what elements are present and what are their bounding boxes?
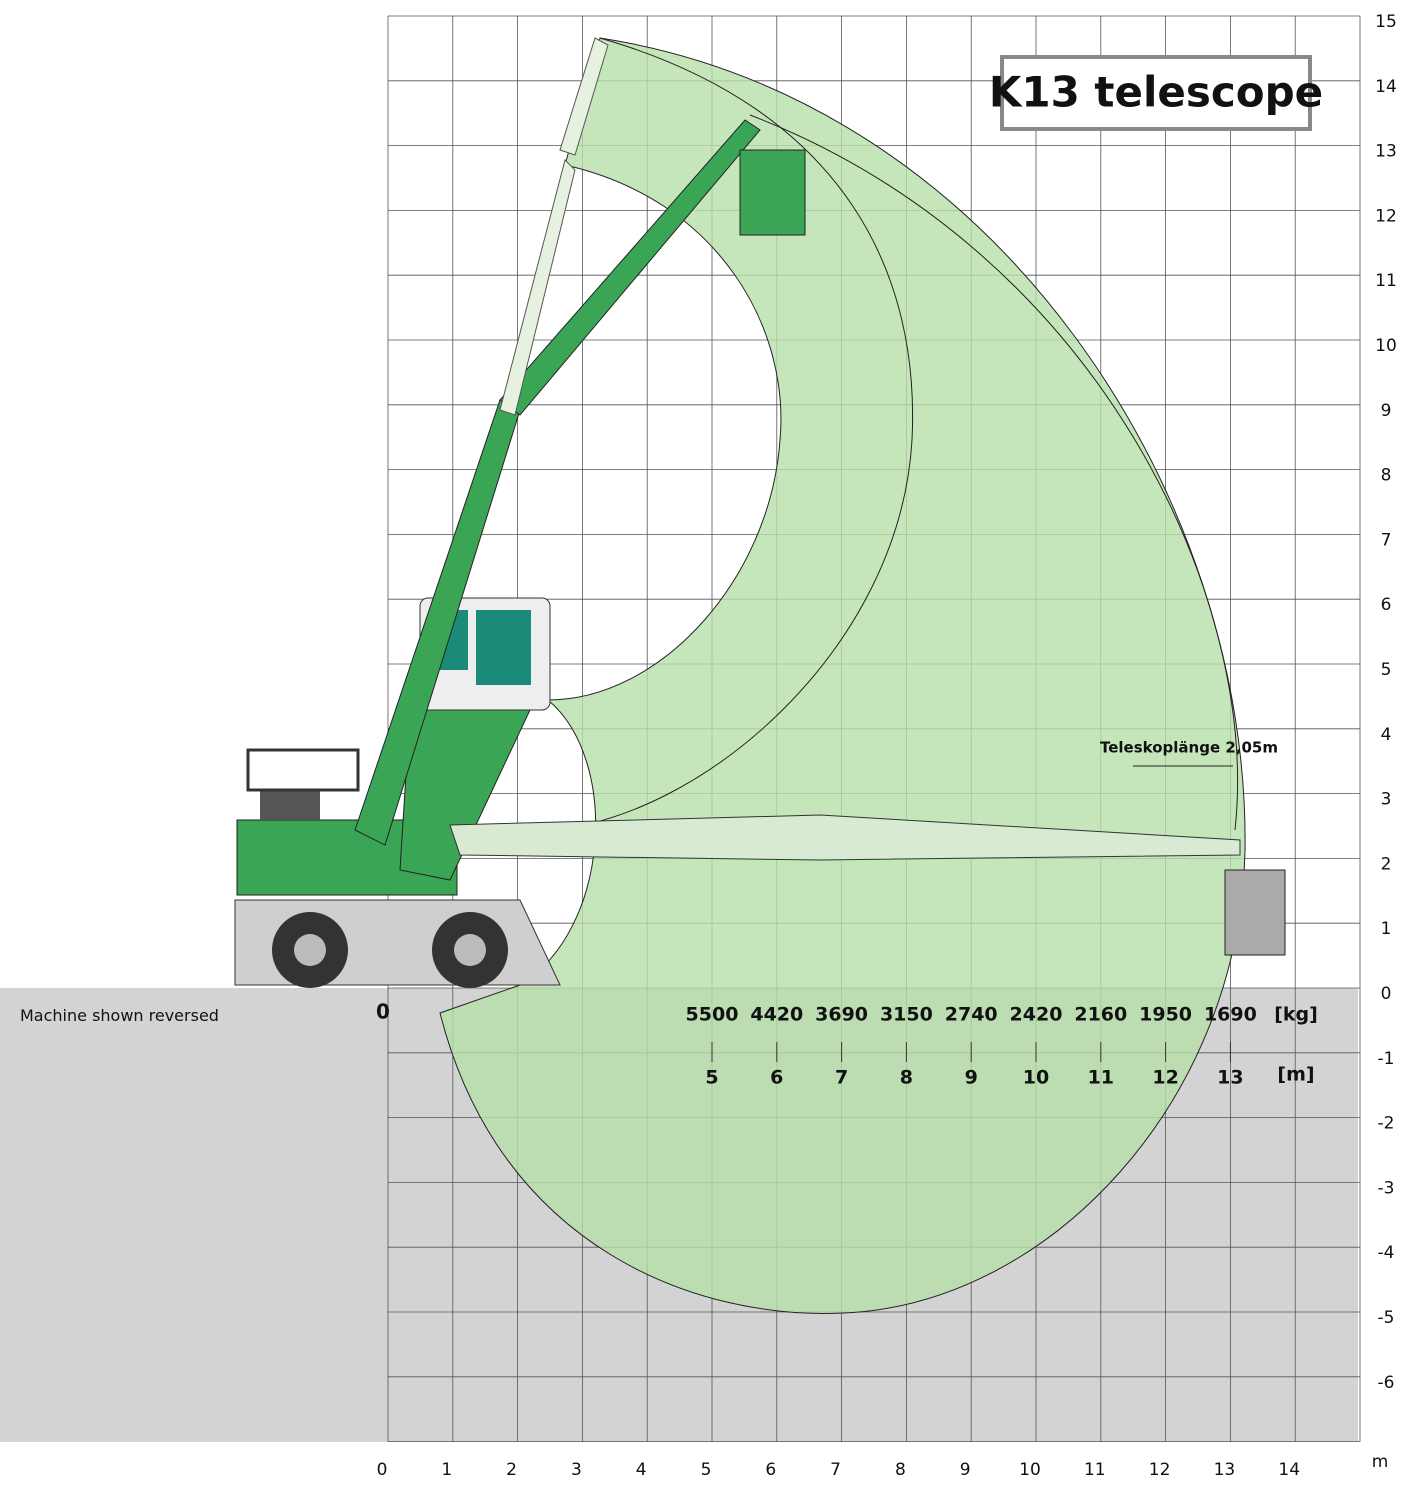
- radius-value: 12: [1152, 1067, 1178, 1089]
- page: K13 telescope Teleskoplänge 2,05m 0 Mach…: [0, 0, 1413, 1481]
- engine: [260, 790, 320, 820]
- load-value: 3150: [880, 1004, 933, 1026]
- radius-value: 13: [1217, 1067, 1243, 1089]
- y-tick-label: -3: [1378, 1178, 1395, 1198]
- y-tick-label: 0: [1381, 984, 1392, 1004]
- y-tick-label: 11: [1375, 271, 1397, 291]
- x-tick-label: 8: [895, 1460, 906, 1480]
- load-value: 1690: [1204, 1004, 1257, 1026]
- x-tick-label: 7: [830, 1460, 841, 1480]
- x-tick-label: 14: [1278, 1460, 1300, 1480]
- load-value: 3690: [815, 1004, 868, 1026]
- x-unit: m: [1372, 1452, 1389, 1472]
- y-tick-label: 12: [1375, 206, 1397, 226]
- hub: [294, 934, 326, 966]
- x-tick-label: 2: [506, 1460, 517, 1480]
- load-value: 2420: [1010, 1004, 1063, 1026]
- radius-value: 8: [900, 1067, 913, 1089]
- load-value: 2160: [1074, 1004, 1127, 1026]
- y-tick-label: -4: [1378, 1243, 1395, 1263]
- radius-value: 5: [705, 1067, 718, 1089]
- radius-unit: [m]: [1277, 1064, 1314, 1086]
- x-tick-label: 9: [960, 1460, 971, 1480]
- y-tick-label: 10: [1375, 336, 1397, 356]
- y-tick-label: 9: [1381, 401, 1392, 421]
- y-tick-label: 4: [1381, 725, 1392, 745]
- y-tick-label: 5: [1381, 660, 1392, 680]
- y-tick-label: 14: [1375, 77, 1397, 97]
- radius-value: 6: [770, 1067, 783, 1089]
- origin-label: 0: [376, 1000, 390, 1024]
- y-tick-label: 13: [1375, 142, 1397, 162]
- telescope-label: Teleskoplänge 2,05m: [1100, 739, 1278, 757]
- x-tick-label: 10: [1019, 1460, 1041, 1480]
- window: [476, 610, 531, 685]
- y-tick-label: 6: [1381, 595, 1392, 615]
- x-tick-label: 13: [1214, 1460, 1236, 1480]
- y-tick-label: -6: [1378, 1373, 1395, 1393]
- hub: [454, 934, 486, 966]
- load-unit: [kg]: [1274, 1004, 1318, 1026]
- x-tick-label: 3: [571, 1460, 582, 1480]
- load-value: 1950: [1139, 1004, 1192, 1026]
- y-tick-label: 8: [1381, 466, 1392, 486]
- title: K13 telescope: [989, 68, 1323, 117]
- x-tick-label: 1: [441, 1460, 452, 1480]
- load-value: 2740: [945, 1004, 998, 1026]
- y-tick-label: -1: [1378, 1049, 1395, 1069]
- y-tick-label: 2: [1381, 854, 1392, 874]
- grapple-extended: [1225, 870, 1285, 955]
- radius-value: 10: [1023, 1067, 1049, 1089]
- note: Machine shown reversed: [20, 1005, 220, 1027]
- x-tick-label: 12: [1149, 1460, 1171, 1480]
- radius-value: 9: [965, 1067, 978, 1089]
- radius-value: 7: [835, 1067, 848, 1089]
- y-tick-label: 15: [1375, 12, 1397, 32]
- x-tick-label: 11: [1084, 1460, 1106, 1480]
- y-tick-label: 7: [1381, 530, 1392, 550]
- x-tick-label: 4: [636, 1460, 647, 1480]
- grapple: [740, 150, 805, 235]
- note-box: Machine shown reversed: [20, 1005, 220, 1065]
- y-tick-label: 3: [1381, 790, 1392, 810]
- load-value: 4420: [750, 1004, 803, 1026]
- radius-value: 11: [1088, 1067, 1114, 1089]
- x-tick-label: 0: [377, 1460, 388, 1480]
- y-tick-label: -5: [1378, 1308, 1395, 1328]
- railing: [248, 750, 358, 790]
- x-tick-label: 6: [765, 1460, 776, 1480]
- diagram: K13 telescope Teleskoplänge 2,05m 0 Mach…: [0, 0, 1413, 1481]
- y-tick-label: 1: [1381, 919, 1392, 939]
- y-tick-label: -2: [1378, 1114, 1395, 1134]
- x-tick-label: 5: [701, 1460, 712, 1480]
- load-value: 5500: [686, 1004, 739, 1026]
